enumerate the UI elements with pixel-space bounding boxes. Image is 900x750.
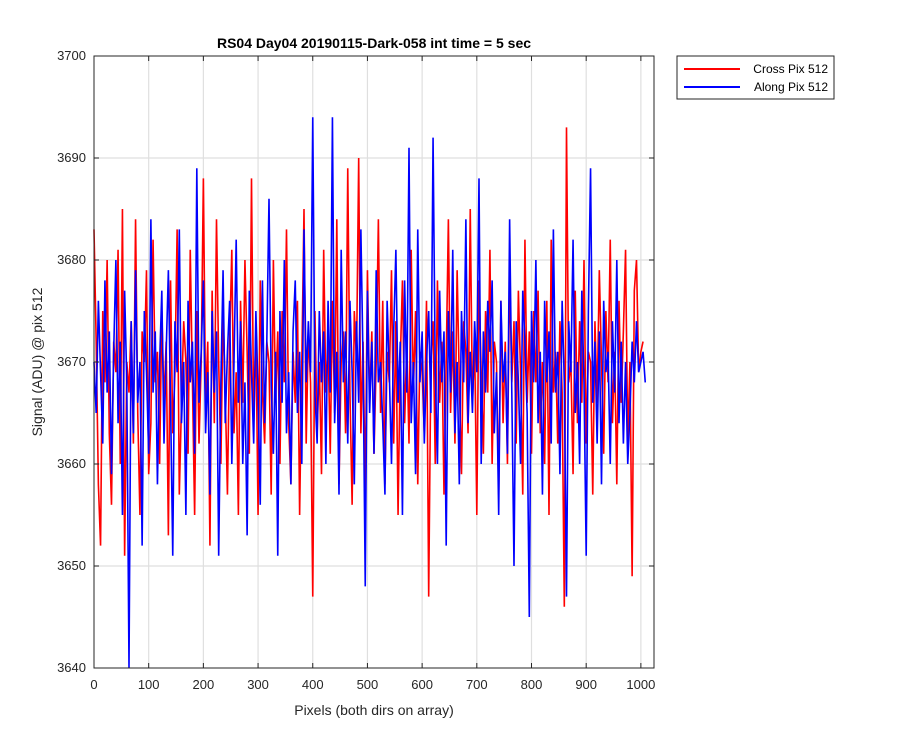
series-layer	[93, 117, 647, 669]
y-axis-label: Signal (ADU) @ pix 512	[29, 287, 45, 436]
legend-label-along: Along Pix 512	[754, 80, 828, 94]
legend-box	[676, 55, 835, 100]
chart-title: RS04 Day04 20190115-Dark-058 int time = …	[217, 35, 531, 51]
y-tick-label: 3650	[57, 558, 86, 573]
x-tick-label: 300	[247, 677, 269, 692]
x-tick-label: 400	[302, 677, 324, 692]
x-tick-label: 500	[357, 677, 379, 692]
y-tick-label: 3660	[57, 456, 86, 471]
x-tick-label: 700	[466, 677, 488, 692]
ticks: 0 100 200 300 400 500 600 700 800 900 1000 3640 3650…	[57, 48, 655, 692]
x-tick-label: 600	[411, 677, 433, 692]
y-tick-label: 3680	[57, 252, 86, 267]
x-tick-label: 200	[193, 677, 215, 692]
series-line-1	[93, 117, 647, 669]
x-tick-label: 100	[138, 677, 160, 692]
legend: Cross Pix 512 Along Pix 512	[676, 55, 835, 100]
y-tick-label: 3640	[57, 660, 86, 675]
x-tick-label: 800	[521, 677, 543, 692]
y-tick-label: 3690	[57, 150, 86, 165]
x-tick-label: 1000	[626, 677, 655, 692]
legend-label-cross: Cross Pix 512	[753, 62, 828, 76]
x-axis-label: Pixels (both dirs on array)	[294, 702, 454, 718]
x-tick-label: 900	[575, 677, 597, 692]
x-tick-label: 0	[90, 677, 97, 692]
y-tick-label: 3700	[57, 48, 86, 63]
y-tick-label: 3670	[57, 354, 86, 369]
